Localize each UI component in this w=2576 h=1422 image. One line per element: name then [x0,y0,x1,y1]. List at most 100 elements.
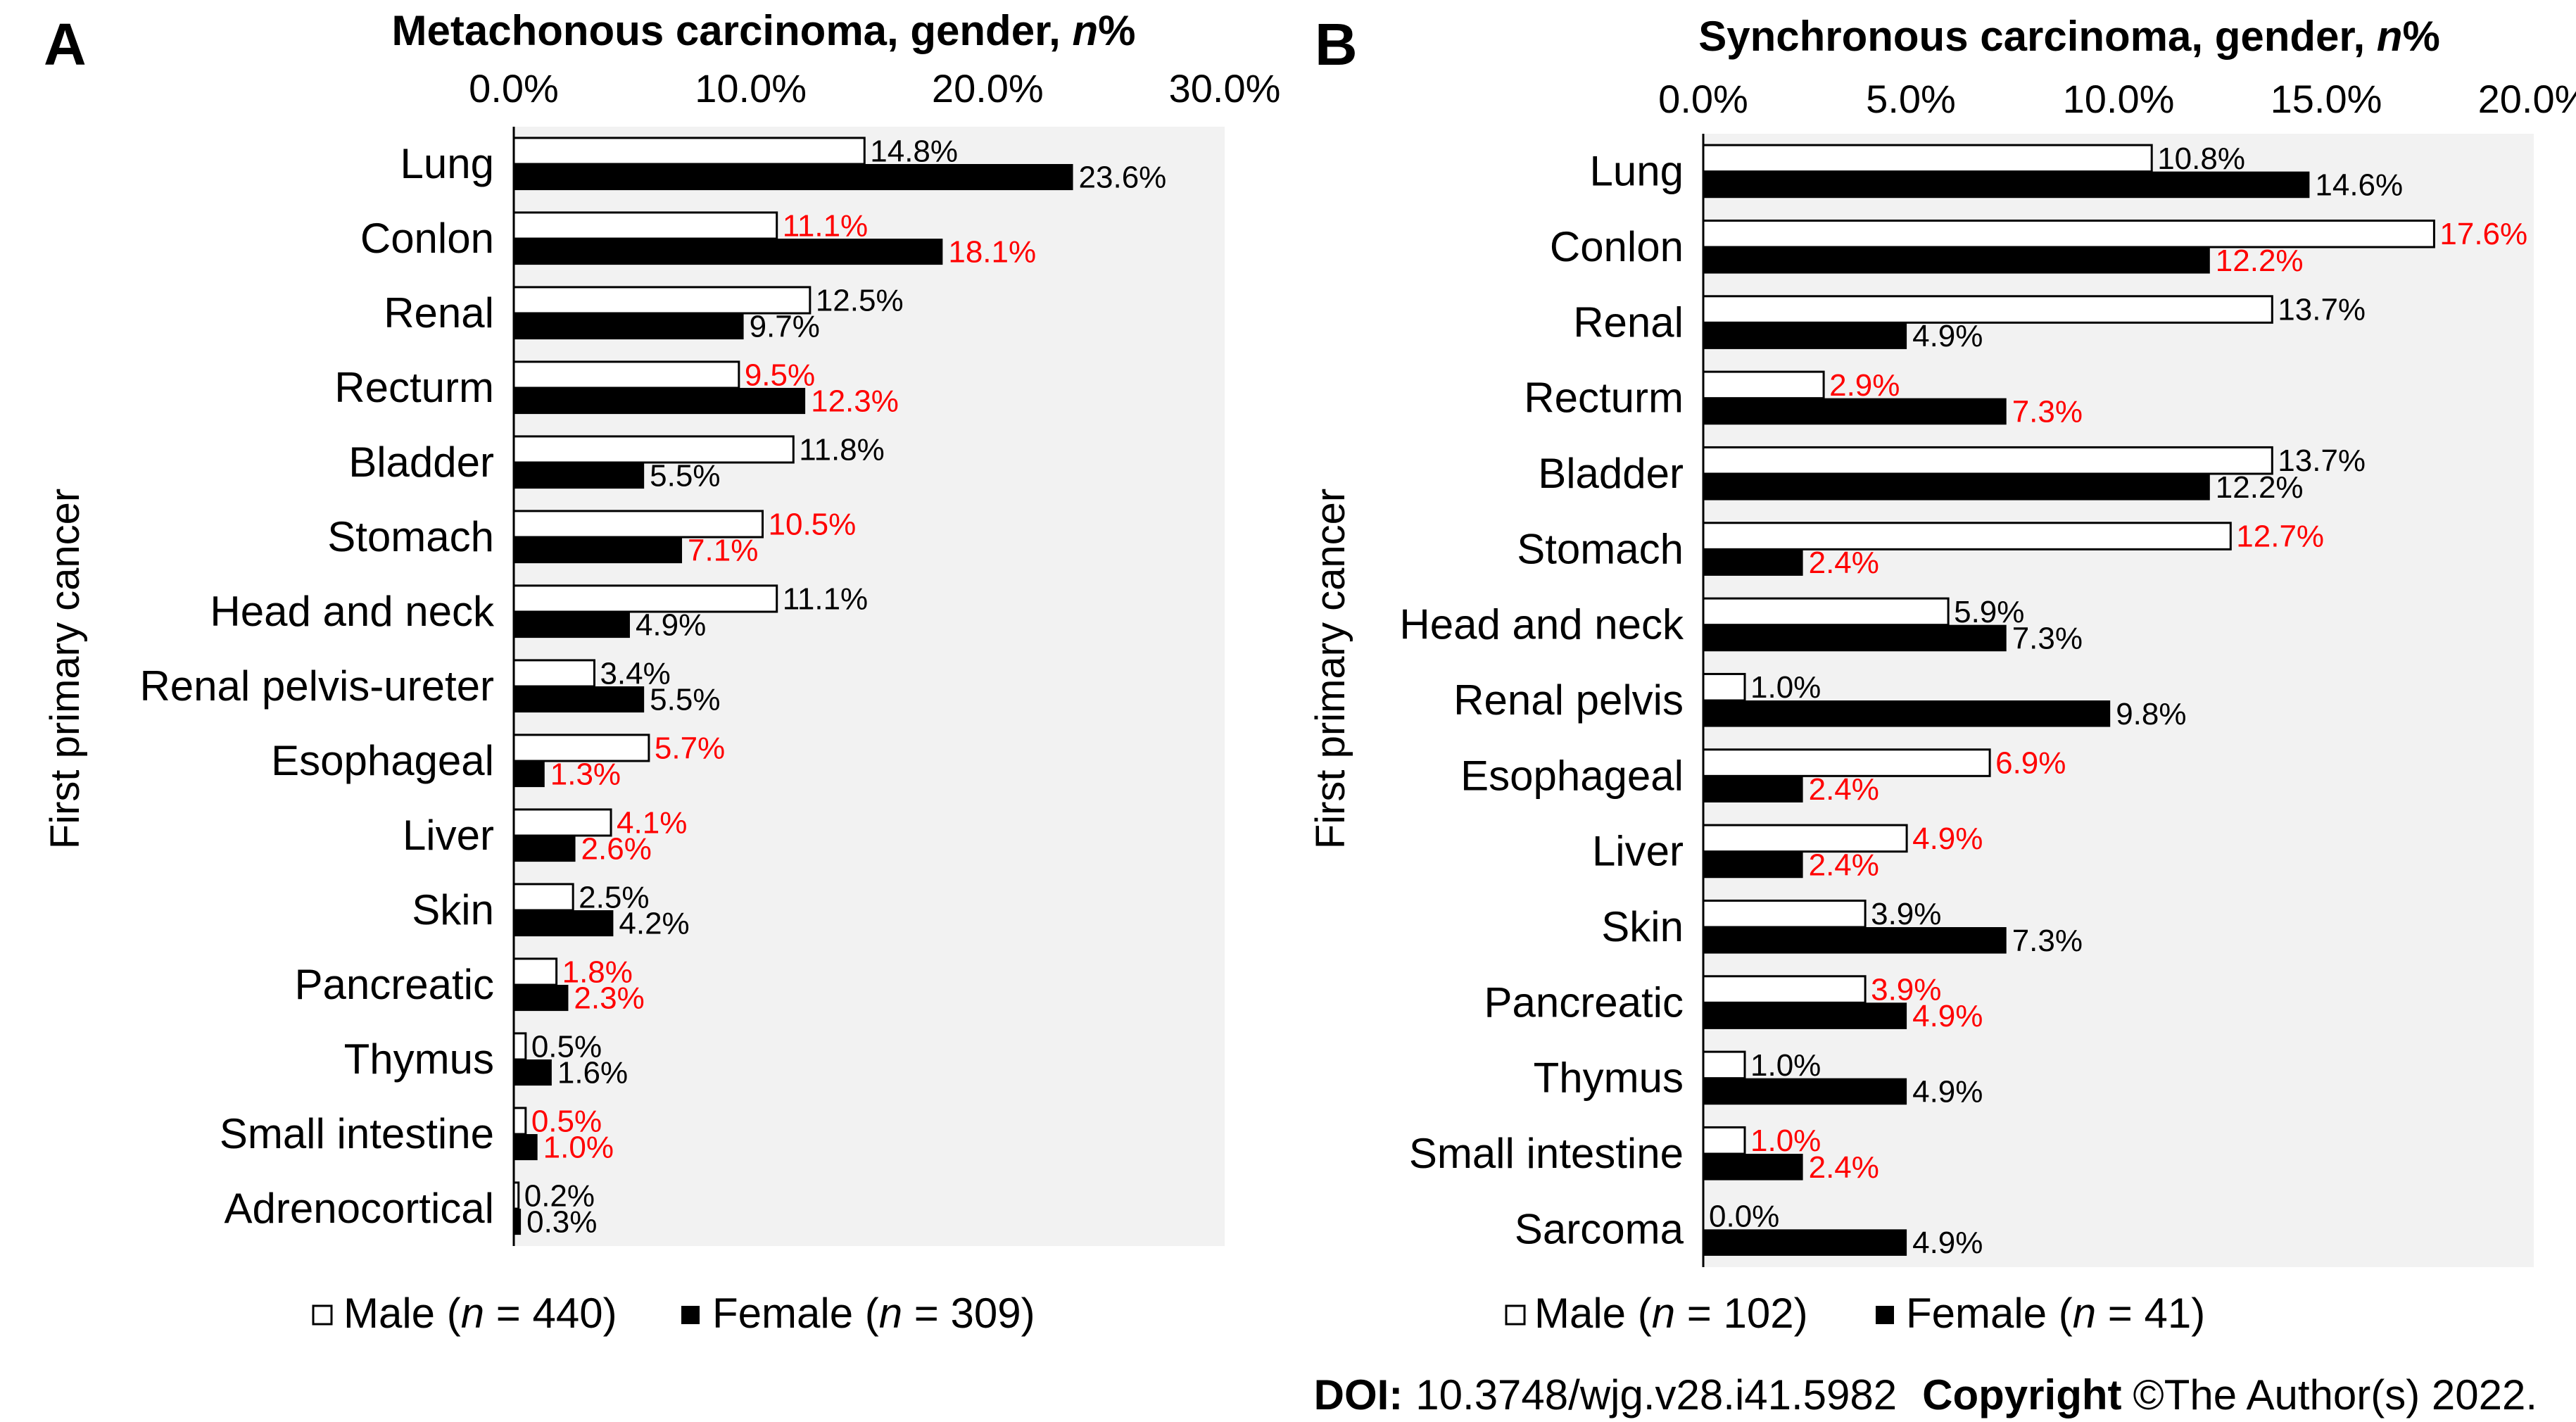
bar-male-a [512,1181,520,1210]
category-label-b: Small intestine [1409,1130,1684,1177]
bar-male-b [1702,597,1950,627]
legend-swatch-male-a [312,1304,333,1326]
bar-female-a [514,537,683,564]
data-label-female-a: 12.3% [811,384,899,419]
data-label-male-b: 17.6% [2439,217,2527,251]
data-label-male-b: 1.0% [1750,670,1821,705]
bar-female-a [514,1059,552,1086]
category-label-b: Thymus [1534,1055,1684,1102]
category-label-a: Small intestine [220,1110,494,1157]
legend-a: Male (n = 440) Female (n = 309) [312,1290,1035,1337]
bar-male-b [1702,295,2273,324]
data-label-male-b: 3.9% [1871,897,1941,931]
data-label-female-b: 12.2% [2216,244,2304,278]
data-label-male-b: 4.9% [1912,822,1983,856]
bar-female-b [1703,247,2210,274]
data-label-male-b: 12.7% [2236,520,2324,554]
category-label-a: Recturm [334,364,494,411]
data-label-male-a: 10.5% [769,507,857,541]
bar-female-a [514,761,545,788]
data-label-male-b: 3.9% [1871,973,1941,1007]
x-tick-label-a: 10.0% [695,66,807,111]
legend-label-male-a: Male (n = 440) [343,1290,617,1337]
bar-male-a [512,435,795,464]
data-label-female-b: 4.9% [1912,319,1983,353]
bar-female-a [514,612,630,638]
data-label-female-b: 7.3% [2012,924,2083,958]
bar-female-b [1703,776,1803,803]
data-label-female-a: 2.3% [574,981,644,1016]
bar-male-a [512,360,740,389]
bar-male-b [1702,1126,1746,1155]
category-label-b: Skin [1601,903,1684,950]
bar-female-a [514,313,744,340]
category-label-b: Head and neck [1399,601,1684,648]
bar-female-b [1703,171,2310,199]
bar-male-a [512,957,558,986]
y-axis-label-b: First primary cancer [1308,489,1353,849]
data-label-male-b: 10.8% [2157,141,2245,176]
data-label-female-a: 5.5% [650,459,720,493]
category-label-a: Lung [400,140,494,187]
bar-female-b [1703,624,2007,652]
bar-female-a [514,164,1073,191]
category-label-b: Stomach [1517,525,1684,572]
bar-male-b [1702,522,2232,550]
category-label-a: Liver [403,812,494,859]
data-label-female-a: 5.5% [650,683,720,717]
panel-letter-b: B [1315,11,1358,77]
data-label-female-a: 4.2% [619,907,689,941]
bar-female-b [1703,1229,1907,1256]
x-tick-label-b: 15.0% [2271,77,2382,121]
data-label-female-b: 7.3% [2012,394,2083,429]
data-label-female-a: 18.1% [948,235,1036,270]
data-label-male-a: 1.8% [562,955,633,989]
legend-b: Male (n = 102) Female (n = 41) [1505,1290,2205,1337]
bar-female-b [1703,549,1803,576]
copyright-text: ©The Author(s) 2022. [2133,1371,2537,1418]
bar-male-b [1702,1050,1746,1080]
bar-female-b [1703,851,1803,879]
category-label-a: Conlon [360,215,494,262]
bar-male-b [1702,446,2273,475]
data-label-female-b: 2.4% [1809,772,1879,807]
category-label-b: Liver [1592,828,1684,875]
category-label-b: Renal [1573,298,1684,346]
data-label-female-b: 4.9% [1912,999,1983,1033]
data-label-male-b: 13.7% [2278,293,2366,327]
data-label-male-a: 0.2% [524,1178,595,1213]
bar-male-b [1702,748,1991,777]
doi-value: 10.3748/wjg.v28.i41.5982 [1415,1371,1897,1418]
data-label-male-a: 14.8% [870,134,958,168]
bar-female-b [1703,1154,1803,1181]
chart-title-b: Synchronous carcinoma, gender, n% [1698,13,2440,60]
data-label-female-b: 2.4% [1809,546,1879,580]
bar-female-b [1703,1078,1907,1105]
data-label-female-b: 2.4% [1809,848,1879,882]
data-label-male-a: 11.8% [799,432,885,467]
data-label-male-a: 0.5% [531,1104,602,1138]
category-label-b: Pancreatic [1484,979,1684,1026]
panel-letter-a: A [44,11,87,77]
bar-female-a [514,985,569,1012]
bar-female-a [514,463,645,489]
legend-label-male-b: Male (n = 102) [1534,1290,1808,1337]
bar-male-a [512,1032,527,1061]
panel-a: A Metachonous carcinoma, gender, n% Firs… [42,7,1280,1337]
bar-female-a [514,1134,538,1161]
data-label-male-a: 12.5% [816,283,904,317]
bar-female-b [1703,927,2007,954]
bar-female-b [1703,700,2111,727]
x-tick-label-b: 20.0% [2478,77,2576,121]
bar-female-a [514,910,614,937]
category-label-b: Bladder [1538,450,1684,497]
data-label-female-a: 1.6% [557,1056,628,1090]
bar-male-b [1702,824,1908,853]
category-label-a: Adrenocortical [224,1185,494,1232]
data-label-male-b: 13.7% [2278,443,2366,478]
bar-male-a [512,286,812,315]
bar-male-a [512,734,650,762]
data-label-male-a: 0.5% [531,1029,602,1064]
data-label-male-b: 1.0% [1750,1124,1821,1158]
